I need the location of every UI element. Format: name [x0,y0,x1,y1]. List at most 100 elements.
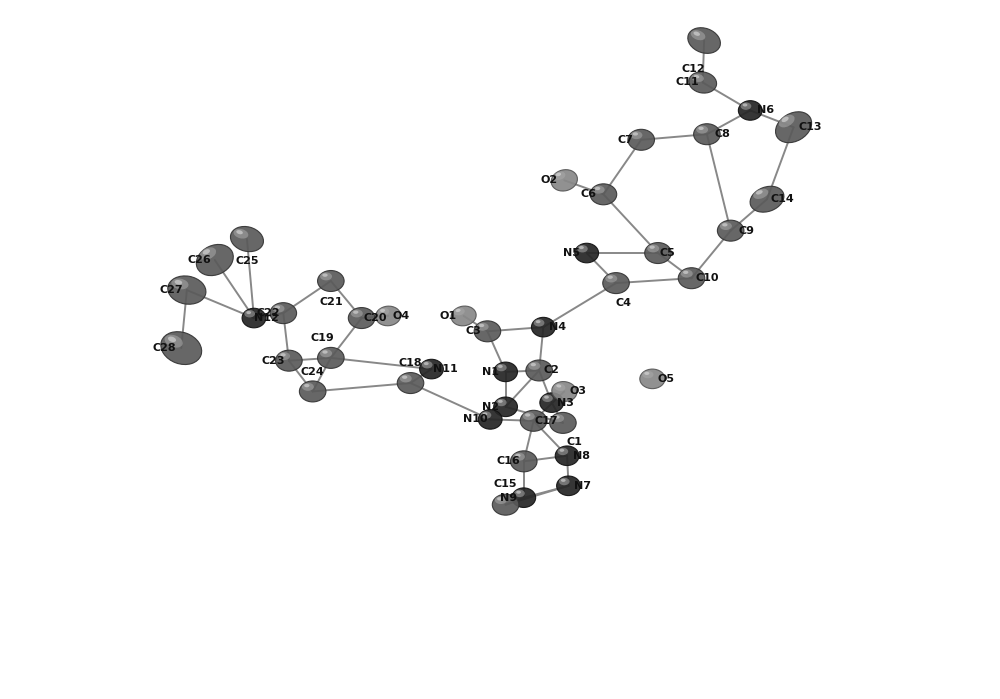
Ellipse shape [691,74,704,82]
Ellipse shape [302,383,314,391]
Ellipse shape [474,321,501,342]
Text: C25: C25 [235,257,259,266]
Ellipse shape [171,278,188,289]
Ellipse shape [236,230,243,234]
Ellipse shape [483,412,487,415]
Ellipse shape [593,186,605,194]
Ellipse shape [516,491,521,493]
Ellipse shape [479,324,484,327]
Ellipse shape [492,494,519,515]
Ellipse shape [378,308,389,315]
Ellipse shape [320,350,332,357]
Text: N10: N10 [463,415,487,424]
Ellipse shape [275,305,280,309]
Ellipse shape [575,243,599,263]
Ellipse shape [559,449,564,452]
Text: N11: N11 [433,364,458,374]
Ellipse shape [513,453,525,461]
Ellipse shape [649,245,655,249]
Text: C7: C7 [618,135,634,145]
Ellipse shape [551,170,577,191]
Text: N5: N5 [563,248,580,258]
Ellipse shape [397,373,424,394]
Ellipse shape [161,331,202,365]
Text: C9: C9 [738,226,754,236]
Ellipse shape [280,353,286,356]
Ellipse shape [750,186,784,212]
Text: N6: N6 [757,106,774,115]
Ellipse shape [559,478,570,485]
Ellipse shape [681,270,693,278]
Ellipse shape [753,189,768,199]
Text: O4: O4 [392,311,409,321]
Ellipse shape [454,308,465,315]
Ellipse shape [376,306,401,326]
Ellipse shape [779,115,795,127]
Ellipse shape [683,271,688,274]
Text: C13: C13 [799,122,822,132]
Text: C19: C19 [311,333,334,343]
Ellipse shape [741,103,751,110]
Ellipse shape [554,415,560,419]
Text: C6: C6 [580,189,596,199]
Ellipse shape [556,384,561,387]
Text: O5: O5 [658,374,675,384]
Text: C4: C4 [615,298,631,308]
Ellipse shape [515,454,521,457]
Ellipse shape [525,413,530,417]
Ellipse shape [536,320,540,323]
Text: C14: C14 [771,194,794,204]
Ellipse shape [402,375,407,379]
Ellipse shape [540,393,564,412]
Ellipse shape [696,126,708,134]
Ellipse shape [688,28,720,53]
Ellipse shape [756,190,763,194]
Text: C12: C12 [681,64,705,73]
Text: C28: C28 [153,343,176,353]
Ellipse shape [168,276,206,304]
Text: C8: C8 [714,129,730,139]
Ellipse shape [534,319,544,326]
Ellipse shape [630,131,642,139]
Ellipse shape [196,245,233,275]
Text: N9: N9 [500,493,517,503]
Ellipse shape [557,476,580,496]
Ellipse shape [514,490,525,497]
Text: C2: C2 [544,366,560,375]
Text: C21: C21 [319,297,343,307]
Ellipse shape [531,363,536,366]
Ellipse shape [520,410,547,431]
Ellipse shape [689,72,717,93]
Ellipse shape [244,310,255,317]
Text: C18: C18 [399,359,422,368]
Ellipse shape [348,308,375,329]
Text: N2: N2 [482,402,499,412]
Ellipse shape [645,243,671,264]
Ellipse shape [278,352,290,360]
Ellipse shape [400,375,412,382]
Ellipse shape [722,223,727,226]
Ellipse shape [633,132,638,136]
Ellipse shape [353,310,358,314]
Text: C3: C3 [466,326,481,336]
Ellipse shape [512,488,536,507]
Ellipse shape [451,306,476,326]
Ellipse shape [273,305,285,312]
Ellipse shape [577,245,588,252]
Ellipse shape [555,446,579,466]
Ellipse shape [544,396,549,398]
Text: N12: N12 [254,313,279,323]
Ellipse shape [318,347,344,368]
Ellipse shape [698,127,704,130]
Ellipse shape [528,362,540,370]
Ellipse shape [552,415,564,422]
Ellipse shape [246,311,251,314]
Ellipse shape [420,359,443,379]
Ellipse shape [608,275,613,279]
Ellipse shape [557,448,568,455]
Ellipse shape [510,451,537,472]
Ellipse shape [554,383,565,391]
Text: C24: C24 [301,367,325,377]
Ellipse shape [175,280,182,284]
Text: C10: C10 [695,273,719,283]
